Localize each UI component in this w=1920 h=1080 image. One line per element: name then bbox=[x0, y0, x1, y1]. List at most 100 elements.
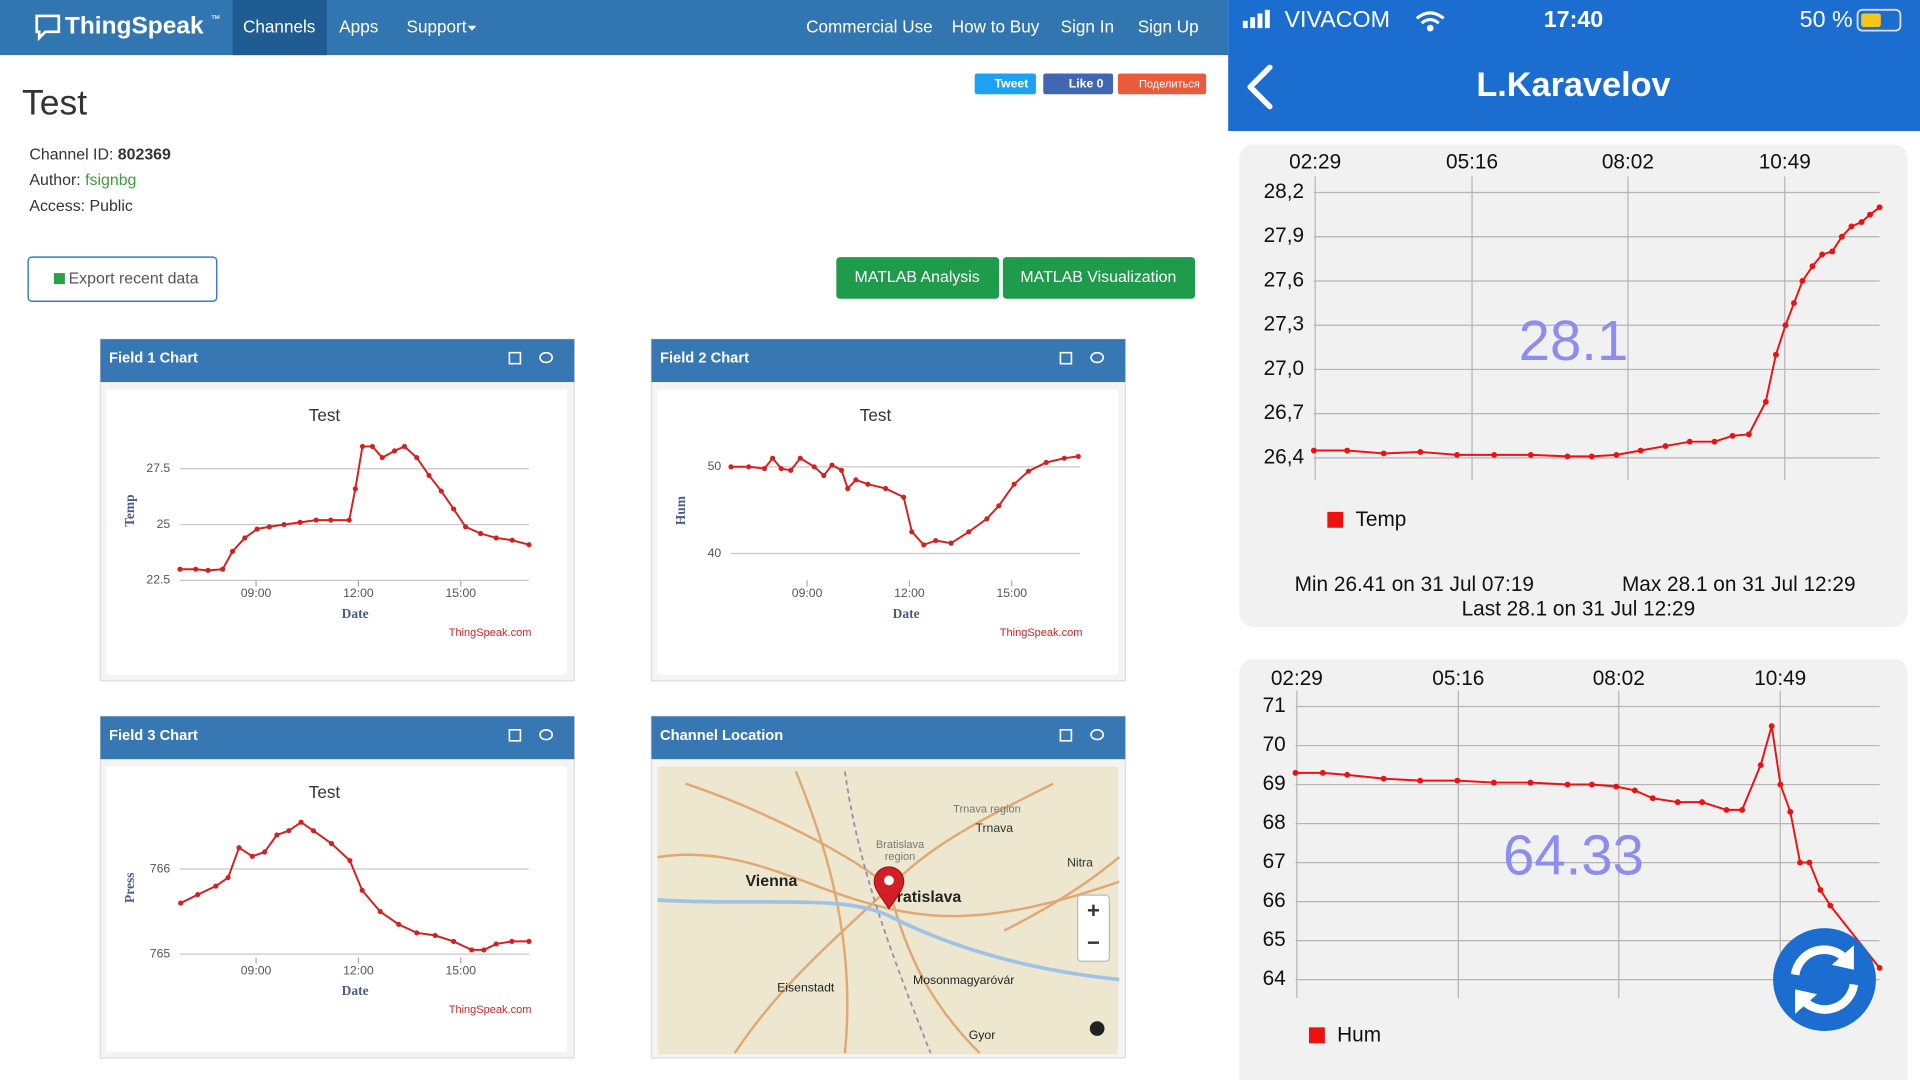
x-tick-label: 12:00 bbox=[343, 586, 374, 600]
data-point bbox=[1819, 251, 1826, 258]
data-point bbox=[229, 548, 236, 554]
share-label: Поделиться bbox=[1139, 78, 1200, 90]
y-tick-label: 69 bbox=[1263, 772, 1286, 795]
data-point bbox=[1762, 398, 1769, 405]
data-point bbox=[392, 448, 398, 454]
map-road bbox=[888, 782, 1054, 889]
data-point bbox=[225, 874, 231, 881]
data-point bbox=[746, 464, 752, 470]
export-button[interactable] bbox=[27, 256, 218, 302]
data-point bbox=[1739, 806, 1746, 813]
brand[interactable]: ThingSpeak bbox=[65, 12, 204, 39]
chart-title: Test bbox=[309, 782, 341, 802]
open-icon[interactable] bbox=[508, 729, 522, 742]
data-point bbox=[220, 566, 226, 572]
y-tick-label: 765 bbox=[150, 946, 171, 960]
refresh-button[interactable] bbox=[1773, 928, 1876, 1032]
card bbox=[1239, 144, 1908, 627]
info-icon[interactable] bbox=[1089, 1021, 1105, 1036]
panel-body bbox=[657, 766, 1118, 1055]
nav-item[interactable]: Channels bbox=[243, 17, 315, 37]
open-icon[interactable] bbox=[1059, 729, 1073, 742]
comment-icon[interactable] bbox=[539, 729, 554, 741]
map-label: Trnava bbox=[975, 821, 1013, 835]
map-label: Bratislava bbox=[876, 839, 925, 851]
y-axis-title: Press bbox=[122, 873, 137, 903]
zoom-button[interactable]: − bbox=[1087, 930, 1100, 955]
data-point bbox=[281, 522, 287, 528]
zoom-button[interactable]: + bbox=[1087, 898, 1100, 923]
x-tick-label: 09:00 bbox=[792, 586, 823, 600]
map-label: Bratislava bbox=[885, 889, 961, 906]
data-point bbox=[838, 467, 845, 473]
nav-item[interactable]: Apps bbox=[339, 17, 378, 37]
tweet-button[interactable] bbox=[974, 73, 1036, 95]
matlab-button[interactable] bbox=[1002, 257, 1196, 299]
x-axis-title: Date bbox=[893, 606, 920, 621]
data-point bbox=[1817, 886, 1824, 893]
y-tick-label: 27,6 bbox=[1264, 268, 1304, 291]
data-point bbox=[948, 540, 954, 546]
data-point bbox=[845, 485, 851, 492]
panel-title: Field 3 Chart bbox=[109, 728, 198, 744]
back-button[interactable] bbox=[1247, 64, 1273, 110]
map-pin[interactable] bbox=[873, 866, 905, 910]
data-point bbox=[526, 938, 532, 944]
data-point bbox=[1686, 438, 1693, 445]
nav-item[interactable]: Support bbox=[407, 17, 467, 37]
data-point bbox=[262, 849, 268, 855]
map-river bbox=[657, 898, 1120, 982]
nav-item[interactable]: Commercial Use bbox=[806, 17, 933, 37]
comment-icon[interactable] bbox=[539, 351, 554, 364]
data-point bbox=[933, 537, 939, 544]
data-point bbox=[347, 857, 353, 864]
data-point bbox=[493, 535, 499, 541]
current-value: 64.33 bbox=[1503, 823, 1644, 886]
data-point bbox=[1588, 453, 1595, 460]
data-point bbox=[298, 819, 304, 825]
data-point bbox=[1380, 775, 1387, 782]
matlab-button[interactable] bbox=[836, 257, 1000, 299]
data-point bbox=[1757, 762, 1764, 768]
carrier: VIVACOM bbox=[1284, 6, 1390, 32]
like-button[interactable] bbox=[1043, 73, 1114, 95]
data-point bbox=[286, 828, 292, 834]
data-point bbox=[1876, 964, 1883, 971]
phone-header bbox=[1228, 0, 1920, 132]
navbar bbox=[0, 0, 1229, 56]
data-point bbox=[477, 530, 484, 537]
open-icon[interactable] bbox=[1059, 351, 1073, 365]
data-point bbox=[1777, 781, 1784, 788]
battery-text: 50 % bbox=[1800, 6, 1853, 32]
x-tick-label: 10:49 bbox=[1754, 667, 1806, 690]
open-icon[interactable] bbox=[508, 351, 522, 365]
nav-item[interactable]: How to Buy bbox=[952, 17, 1040, 37]
channel-title: Test bbox=[22, 83, 87, 123]
share-button[interactable] bbox=[1117, 73, 1207, 95]
data-point bbox=[1649, 795, 1656, 802]
data-point bbox=[213, 883, 219, 889]
data-point bbox=[865, 481, 871, 487]
data-point bbox=[996, 503, 1002, 509]
y-axis-title: Hum bbox=[673, 496, 688, 525]
zoom-control bbox=[1076, 894, 1111, 962]
map-road bbox=[685, 782, 890, 889]
data-point bbox=[1782, 322, 1789, 329]
nav-item[interactable]: Sign In bbox=[1061, 17, 1114, 37]
comment-icon[interactable] bbox=[1090, 729, 1105, 741]
data-point bbox=[797, 455, 803, 461]
data-point bbox=[966, 529, 972, 535]
data-point bbox=[254, 526, 260, 532]
x-axis-title: Date bbox=[342, 606, 369, 621]
data-point bbox=[1858, 219, 1865, 225]
data-point bbox=[414, 454, 420, 461]
y-tick-label: 66 bbox=[1263, 889, 1286, 912]
data-point bbox=[1809, 263, 1816, 270]
data-point bbox=[1799, 278, 1806, 284]
nav-item[interactable]: Sign Up bbox=[1138, 17, 1199, 37]
data-point bbox=[1344, 771, 1351, 778]
comment-icon[interactable] bbox=[1090, 351, 1105, 364]
data-point bbox=[414, 930, 420, 936]
map-label: Eisenstadt bbox=[777, 980, 835, 994]
chart-title: Test bbox=[860, 405, 892, 425]
